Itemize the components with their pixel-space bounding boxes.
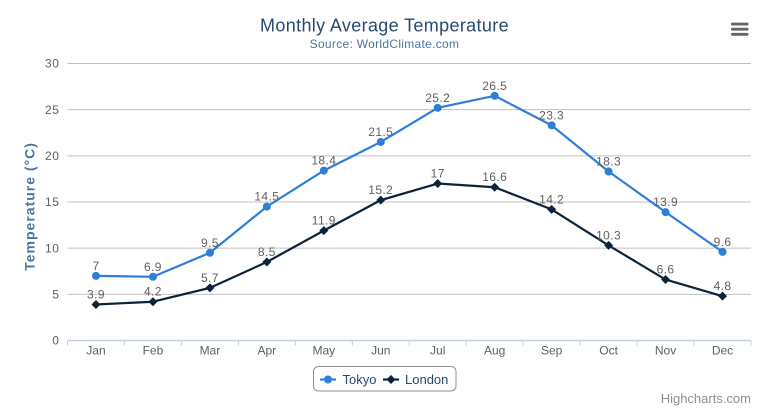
svg-text:Tokyo: Tokyo <box>343 372 377 387</box>
svg-text:Mar: Mar <box>200 344 221 358</box>
svg-text:6.6: 6.6 <box>657 263 675 277</box>
svg-text:30: 30 <box>45 57 60 71</box>
svg-text:Nov: Nov <box>655 344 676 358</box>
svg-text:17: 17 <box>431 167 445 181</box>
svg-text:Temperature (°C): Temperature (°C) <box>22 142 38 271</box>
svg-text:9.6: 9.6 <box>714 235 732 249</box>
svg-text:3.9: 3.9 <box>87 287 105 301</box>
svg-text:13.9: 13.9 <box>653 195 678 209</box>
svg-text:4.8: 4.8 <box>714 279 732 293</box>
svg-text:Monthly Average Temperature: Monthly Average Temperature <box>260 16 509 36</box>
svg-text:Sep: Sep <box>541 344 563 358</box>
svg-text:10.3: 10.3 <box>596 228 621 242</box>
svg-text:16.6: 16.6 <box>482 170 507 184</box>
svg-text:21.5: 21.5 <box>368 125 393 139</box>
svg-text:20: 20 <box>45 149 60 163</box>
svg-text:Jul: Jul <box>430 344 445 358</box>
svg-text:6.9: 6.9 <box>144 260 162 274</box>
svg-text:9.5: 9.5 <box>201 236 219 250</box>
svg-text:25.2: 25.2 <box>425 91 450 105</box>
svg-text:Jun: Jun <box>371 344 390 358</box>
svg-text:Oct: Oct <box>599 344 618 358</box>
svg-text:11.9: 11.9 <box>312 214 336 228</box>
svg-text:Highcharts.com: Highcharts.com <box>661 391 751 406</box>
svg-text:14.5: 14.5 <box>254 190 279 204</box>
svg-text:0: 0 <box>52 334 59 348</box>
svg-text:23.3: 23.3 <box>539 108 564 122</box>
svg-text:26.5: 26.5 <box>482 79 507 93</box>
svg-text:Apr: Apr <box>258 344 277 358</box>
svg-text:Aug: Aug <box>484 344 505 358</box>
svg-text:25: 25 <box>45 103 60 117</box>
svg-text:Dec: Dec <box>712 344 733 358</box>
svg-text:15: 15 <box>45 195 60 209</box>
svg-text:18.4: 18.4 <box>311 154 336 168</box>
svg-text:Source: WorldClimate.com: Source: WorldClimate.com <box>310 37 460 51</box>
svg-text:5.7: 5.7 <box>201 271 219 285</box>
svg-text:8.5: 8.5 <box>258 245 276 259</box>
svg-text:18.3: 18.3 <box>596 155 621 169</box>
svg-text:Jan: Jan <box>86 344 105 358</box>
svg-text:London: London <box>405 372 448 387</box>
svg-text:7: 7 <box>92 259 99 273</box>
svg-text:5: 5 <box>52 288 59 302</box>
svg-text:14.2: 14.2 <box>539 192 564 206</box>
svg-text:10: 10 <box>45 241 60 255</box>
svg-text:15.2: 15.2 <box>368 183 393 197</box>
svg-text:4.2: 4.2 <box>144 285 162 299</box>
svg-text:Feb: Feb <box>143 344 164 358</box>
svg-text:May: May <box>312 344 335 358</box>
